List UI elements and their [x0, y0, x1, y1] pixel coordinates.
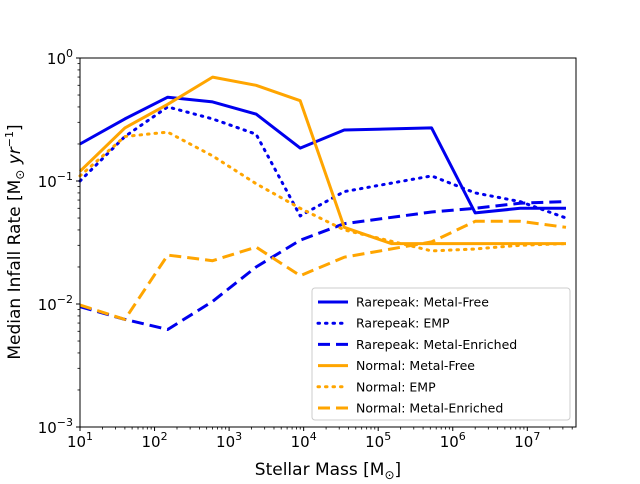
- legend-label-6: Normal: Metal-Enriched: [356, 401, 503, 416]
- y-tick-label: 10−2: [38, 293, 73, 314]
- series-line-5: [78, 130, 568, 253]
- y-tick-label: 100: [47, 47, 73, 68]
- x-tick-label: 107: [514, 430, 540, 451]
- series-line-6: [79, 219, 567, 321]
- plot-frame: [79, 57, 577, 428]
- tick-layer: 101 102 103 104 105 106 107 100 10−1 10−2 10−3: [38, 47, 573, 451]
- x-tick-label: 106: [440, 430, 466, 451]
- y-axis-label: Median Infall Rate [M⊙ yr−1]: [3, 124, 27, 359]
- legend-label-3: Rarepeak: Metal-Enriched: [356, 337, 517, 352]
- x-tick-label: 104: [291, 430, 317, 451]
- series-line-4: [78, 75, 566, 246]
- legend-label-4: Normal: Metal-Free: [356, 358, 475, 373]
- x-tick-label: 101: [67, 430, 93, 451]
- legend-frame: [311, 287, 571, 421]
- legend-label-2: Rarepeak: EMP: [356, 316, 450, 331]
- series-layer: [78, 75, 568, 331]
- legend-label-1: Rarepeak: Metal-Free: [356, 295, 489, 310]
- y-tick-label: 10−3: [38, 416, 73, 437]
- x-tick-label: 103: [216, 430, 242, 451]
- x-axis-label: Stellar Mass [M⊙]: [255, 460, 401, 480]
- series-line-3: [79, 200, 567, 331]
- x-tick-label: 105: [365, 430, 391, 451]
- series-line-1: [79, 95, 566, 215]
- x-tick-label: 102: [142, 430, 168, 451]
- y-tick-label: 10−1: [38, 170, 73, 191]
- legend-label-5: Normal: EMP: [356, 379, 436, 394]
- legend: Rarepeak: Metal-Free Rarepeak: EMP Rarepea…: [311, 287, 571, 421]
- series-line-2: [78, 105, 568, 220]
